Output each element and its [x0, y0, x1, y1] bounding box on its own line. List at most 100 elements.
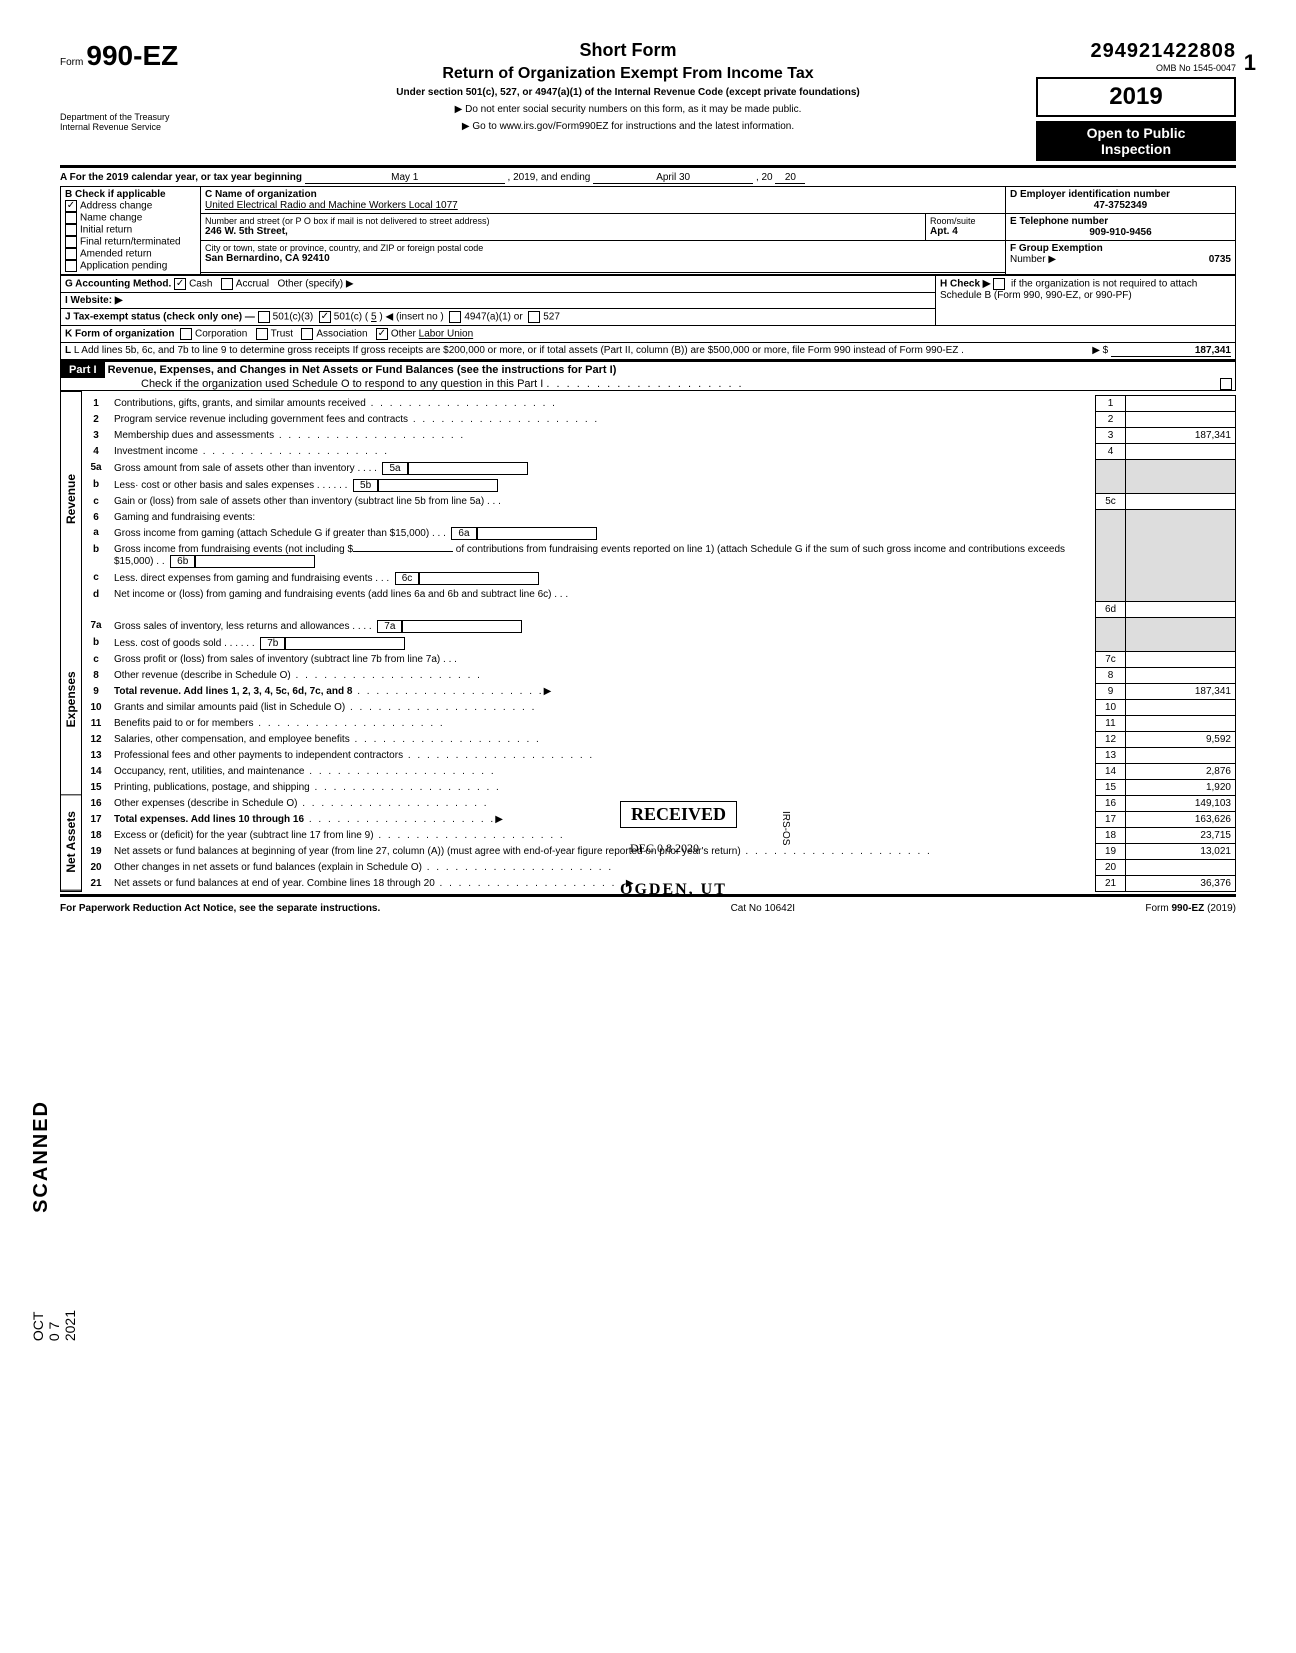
period-a-label: A For the 2019 calendar year, or tax yea… [60, 172, 302, 183]
room-label: Room/suite [930, 216, 1001, 226]
stamp-received: RECEIVED [620, 801, 737, 828]
lbl-application-pending: Application pending [80, 261, 167, 272]
lbl-initial-return: Initial return [80, 225, 132, 236]
line-21-amt: 36,376 [1126, 876, 1236, 892]
page-number: 1 [1244, 50, 1256, 76]
group-exemption-value: 0735 [1209, 254, 1231, 265]
line-7a-sub: 7a [377, 620, 402, 633]
line-8-amt [1126, 668, 1236, 684]
chk-initial-return[interactable] [65, 224, 77, 236]
lbl-final-return: Final return/terminated [80, 237, 181, 248]
chk-assoc[interactable] [301, 328, 313, 340]
501c-insert-no: 5 [371, 312, 377, 323]
entity-info-grid: B Check if applicable ✓Address change Na… [60, 186, 1236, 275]
line-9-amt: 187,341 [1126, 684, 1236, 700]
line-10-desc: Grants and similar amounts paid (list in… [114, 702, 345, 713]
chk-501c[interactable]: ✓ [319, 311, 331, 323]
box-l-text: L Add lines 5b, 6c, and 7b to line 9 to … [74, 345, 964, 356]
chk-name-change[interactable] [65, 212, 77, 224]
open-to-public: Open to Public Inspection [1036, 121, 1236, 161]
lbl-other-method: Other (specify) ▶ [277, 279, 353, 290]
ein-value: 47-3752349 [1010, 200, 1231, 211]
line-7c-amt [1126, 652, 1236, 668]
line-12-desc: Salaries, other compensation, and employ… [114, 734, 350, 745]
box-b-header: B Check if applicable [65, 189, 196, 200]
chk-cash[interactable]: ✓ [174, 278, 186, 290]
line-3-desc: Membership dues and assessments [114, 430, 274, 441]
top-stamp-number: 294921422808 [1036, 40, 1236, 63]
lbl-501c-tail: ) ◀ (insert no ) [379, 312, 443, 323]
box-k-label: K Form of organization [65, 329, 174, 340]
city-value: San Bernardino, CA 92410 [205, 253, 1001, 264]
stamp-scanned-date: OCT 0 7 2021 [30, 1310, 78, 1341]
phone-value: 909-910-9456 [1010, 227, 1231, 238]
line-9-desc: Total revenue. Add lines 1, 2, 3, 4, 5c,… [114, 686, 352, 697]
line-2-amt [1126, 412, 1236, 428]
lbl-address-change: Address change [80, 201, 152, 212]
org-name: United Electrical Radio and Machine Work… [205, 200, 1001, 211]
chk-trust[interactable] [256, 328, 268, 340]
period-mid: , 2019, and ending [508, 172, 591, 183]
lbl-cash: Cash [189, 279, 212, 290]
footer-right: Form 990-EZ (2019) [1145, 903, 1236, 914]
line-5b-desc: Less· cost or other basis and sales expe… [114, 480, 314, 491]
chk-address-change[interactable]: ✓ [65, 200, 77, 212]
line-5c-desc: Gain or (loss) from sale of assets other… [114, 496, 484, 507]
chk-other-org[interactable]: ✓ [376, 328, 388, 340]
ghijk-grid: G Accounting Method. ✓Cash Accrual Other… [60, 275, 1236, 360]
line-17-arrow: ▶ [495, 814, 503, 825]
box-l-arrow: ▶ $ [1092, 345, 1108, 356]
chk-accrual[interactable] [221, 278, 233, 290]
stamp-date: DEC 0 8 2020 [630, 841, 699, 856]
line-3-amt: 187,341 [1126, 428, 1236, 444]
line-6-desc: Gaming and fundraising events: [110, 510, 1096, 525]
part-1-header-row: Part I Revenue, Expenses, and Changes in… [60, 360, 1236, 391]
box-h-label: H Check ▶ [940, 279, 990, 290]
lbl-accrual: Accrual [236, 279, 269, 290]
lbl-4947a1: 4947(a)(1) or [464, 312, 522, 323]
line-18-desc: Excess or (deficit) for the year (subtra… [114, 830, 374, 841]
chk-no-schedule-b[interactable] [993, 278, 1005, 290]
line-18-amt: 23,715 [1126, 828, 1236, 844]
chk-final-return[interactable] [65, 236, 77, 248]
line-20-amt [1126, 860, 1236, 876]
line-7b-desc: Less. cost of goods sold [114, 638, 221, 649]
line-6d-desc: Net income or (loss) from gaming and fun… [114, 589, 551, 600]
chk-application-pending[interactable] [65, 260, 77, 272]
line-17-desc: Total expenses. Add lines 10 through 16 [114, 814, 304, 825]
line-6c-sub: 6c [395, 572, 420, 585]
goto-line: ▶ Go to www.irs.gov/Form990EZ for instru… [240, 121, 1016, 132]
open-label: Open to Public [1042, 125, 1230, 141]
line-20-desc: Other changes in net assets or fund bala… [114, 862, 422, 873]
line-13-amt [1126, 748, 1236, 764]
chk-4947a1[interactable] [449, 311, 461, 323]
line-10-amt [1126, 700, 1236, 716]
dept-1: Department of the Treasury [60, 112, 220, 122]
section-revenue-label: Revenue [61, 392, 81, 605]
chk-schedule-o-part1[interactable] [1220, 378, 1232, 390]
gross-receipts-value: 187,341 [1111, 345, 1231, 357]
line-5a-sub: 5a [382, 462, 407, 475]
box-i-label: I Website: ▶ [65, 295, 123, 306]
lbl-501c: 501(c) ( [334, 312, 368, 323]
line-6a-sub: 6a [451, 527, 476, 540]
ssn-warning: ▶ Do not enter social security numbers o… [240, 104, 1016, 115]
stamp-scanned: SCANNED [30, 1100, 53, 1213]
line-12-amt: 9,592 [1126, 732, 1236, 748]
part-1-title: Revenue, Expenses, and Changes in Net As… [108, 364, 617, 376]
line-9-arrow: ▶ [544, 686, 552, 697]
line-15-amt: 1,920 [1126, 780, 1236, 796]
chk-corp[interactable] [180, 328, 192, 340]
chk-527[interactable] [528, 311, 540, 323]
line-17-amt: 163,626 [1126, 812, 1236, 828]
main-title: Return of Organization Exempt From Incom… [240, 65, 1016, 83]
chk-501c3[interactable] [258, 311, 270, 323]
lbl-other-org: Other [391, 329, 416, 340]
line-11-amt [1126, 716, 1236, 732]
part-1-tag: Part I [61, 362, 105, 378]
chk-amended-return[interactable] [65, 248, 77, 260]
lbl-527: 527 [543, 312, 560, 323]
city-label: City or town, state or province, country… [205, 243, 1001, 253]
line-21-desc: Net assets or fund balances at end of ye… [114, 878, 435, 889]
form-prefix: Form [60, 57, 83, 68]
